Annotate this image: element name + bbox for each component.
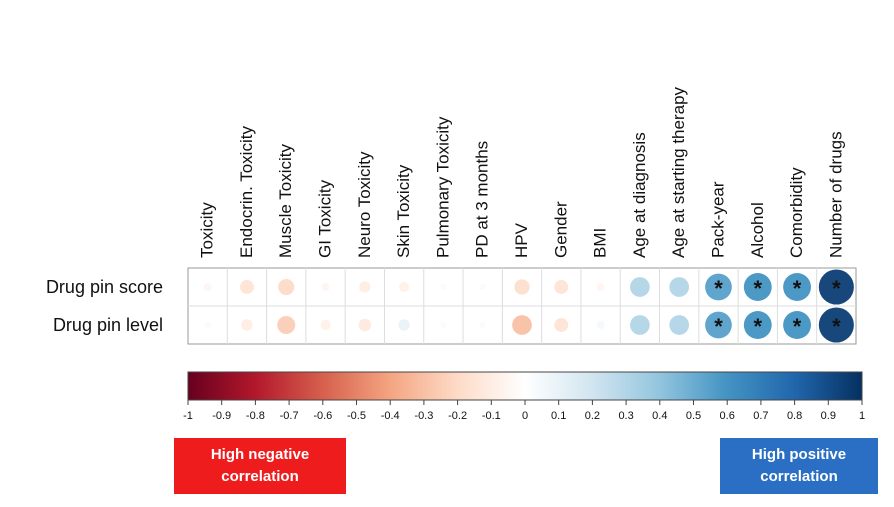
significance-marker: * [753,276,762,301]
correlation-circle [277,316,296,334]
correlation-circle [239,280,254,294]
correlation-circle [479,321,486,329]
correlation-circle [818,307,854,343]
scale-tick-label: -0.4 [381,410,400,422]
significance-marker: * [714,314,723,339]
column-label: Neuro Toxicity [355,151,374,258]
correlation-circle [241,319,253,331]
correlation-cells: * * * * * * * * [203,269,854,343]
correlation-circle [479,283,486,291]
significance-marker: * [793,276,802,301]
scale-tick-label: 0.3 [618,410,633,422]
scale-tick-label: 0.7 [753,410,768,422]
row-label: Drug pin level [53,315,163,335]
scale-tick-label: -0.3 [414,410,433,422]
color-scale [187,371,863,401]
correlation-circle [669,277,690,297]
column-label: Toxicity [198,202,217,258]
correlation-circle [512,315,532,335]
correlation-circle [705,311,732,339]
correlation-circle [320,319,331,331]
correlation-circle [440,283,447,291]
correlation-circle [399,281,410,293]
color-scale-ticks: -1 -0.9 -0.8 -0.7 -0.6 -0.5 -0.4 -0.3 -0.2 -0.1 0 0… [183,400,865,422]
scale-tick-label: 0.6 [720,410,735,422]
scale-tick-label: -0.5 [347,410,366,422]
correlation-circle [359,281,371,293]
column-label: BMI [591,228,610,258]
column-label: Comorbidity [787,167,806,258]
correlation-circle [398,319,410,331]
negative-annotation-line2: correlation [221,468,299,485]
significance-marker: * [714,276,723,301]
negative-annotation-line1: High negative [211,446,309,463]
correlation-circle [630,315,650,335]
correlation-grid [187,267,857,345]
correlation-circle [554,280,569,294]
scale-tick-label: -0.7 [280,410,299,422]
correlation-circle [783,273,811,301]
column-label: GI Toxicity [316,179,335,258]
negative-annotation: High negative correlation [174,438,346,494]
correlation-circle [743,311,772,339]
negative-annotation-box [174,438,346,494]
column-label: PD at 3 months [473,141,492,258]
column-label: Age at diagnosis [630,132,649,258]
significance-marker: * [832,314,841,339]
row-label: Drug pin score [46,277,163,297]
correlation-circle [596,320,605,330]
column-label: Pack-year [708,181,727,258]
column-label: Alcohol [748,202,767,258]
correlation-circle [596,282,605,292]
correlation-circle [783,311,811,339]
scale-tick-label: 0.5 [686,410,701,422]
scale-tick-label: -0.8 [246,410,265,422]
correlation-circle [514,279,530,295]
scale-tick-label: -1 [183,410,193,422]
positive-annotation-box [720,438,878,494]
scale-tick-label: 0 [522,410,528,422]
correlation-circle [321,282,330,292]
correlation-circle [204,321,211,329]
significance-marker: * [753,314,762,339]
scale-tick-label: -0.9 [212,410,231,422]
column-label: Number of drugs [826,131,845,258]
scale-tick-label: 0.1 [551,410,566,422]
correlation-circle [203,282,212,292]
correlation-circle [705,273,732,301]
column-label: Muscle Toxicity [276,144,295,258]
column-label: Skin Toxicity [394,164,413,258]
column-labels: Toxicity Endocrin. Toxicity Muscle Toxicit… [198,86,846,258]
correlation-circle [278,278,295,296]
correlation-circle [554,318,569,332]
positive-annotation-line1: High positive [752,446,846,463]
column-label: Endocrin. Toxicity [237,126,256,258]
correlation-circle [669,315,690,335]
scale-tick-label: 0.8 [787,410,802,422]
scale-tick-label: -0.2 [448,410,467,422]
positive-annotation-line2: correlation [760,468,838,485]
correlation-circle [440,321,447,329]
color-scale-bar [187,371,863,401]
scale-tick-label: 0.4 [652,410,667,422]
correlation-circle [358,318,372,332]
column-label: Gender [551,201,570,258]
correlation-circle [743,273,772,301]
column-label: HPV [512,222,531,258]
scale-tick-label: 0.9 [821,410,836,422]
scale-tick-label: -0.6 [313,410,332,422]
scale-tick-label: -0.1 [482,410,501,422]
column-label: Pulmonary Toxicity [433,116,452,258]
correlation-circle [630,277,650,297]
row-labels: Drug pin score Drug pin level [46,277,163,335]
significance-marker: * [793,314,802,339]
scale-tick-label: 1 [859,410,865,422]
correlation-circle [818,269,854,305]
positive-annotation: High positive correlation [720,438,878,494]
scale-tick-label: 0.2 [585,410,600,422]
column-label: Age at starting therapy [669,86,688,258]
significance-marker: * [832,276,841,301]
